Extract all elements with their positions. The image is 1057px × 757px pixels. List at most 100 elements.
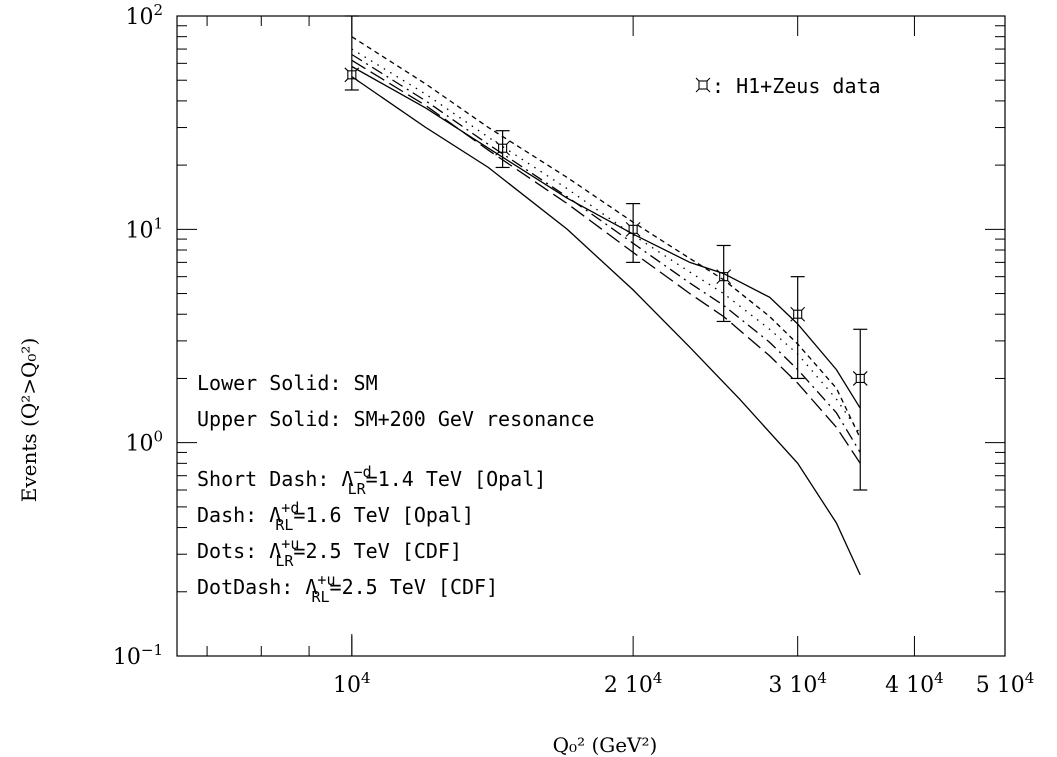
data-marker-box <box>628 224 638 234</box>
legend-entry: Dash: Λ+d RL=1.6 TeV [Opal] <box>197 499 474 534</box>
data-marker-spoke <box>625 221 630 226</box>
legend-entry: DotDash: Λ+u RL=2.5 TeV [CDF] <box>197 571 498 606</box>
x-tick-label-exp: 4 <box>817 669 827 687</box>
y-tick-label-exp: −1 <box>141 641 163 659</box>
y-tick-label: 102 <box>125 1 163 30</box>
legend-entry-sub: LR <box>348 480 367 498</box>
model-curves <box>351 36 861 576</box>
legend-entry-sub: LR <box>275 552 294 570</box>
legend-data-marker <box>695 77 711 93</box>
legend-entry-sub: RL <box>311 588 329 606</box>
data-marker <box>495 140 511 156</box>
legend-entry-sup: +d <box>281 499 299 517</box>
data-point <box>625 203 641 263</box>
legend-entry-post: =1.4 TeV [Opal] <box>366 467 547 491</box>
legend-entry: Short Dash: Λ−d LR=1.4 TeV [Opal] <box>197 463 546 498</box>
legend-entry-sup: +u <box>317 571 335 589</box>
legend-data-marker-spoke <box>695 77 700 82</box>
legend-data-marker-spoke <box>695 88 700 93</box>
data-marker-spoke <box>625 232 630 237</box>
x-tick-label-base: 3 10 <box>768 673 817 698</box>
data-marker-spoke <box>852 382 857 386</box>
x-tick-label-base: 4 10 <box>885 673 934 698</box>
y-tick-label-exp: 2 <box>153 1 163 19</box>
legend-entry-post: =2.5 TeV [CDF] <box>293 539 462 563</box>
x-tick-label: 4 104 <box>885 669 944 698</box>
legend-data-marker-spoke <box>706 77 711 82</box>
series-line-shortdash-2 <box>351 36 861 439</box>
x-tick-label: 5 104 <box>976 669 1035 698</box>
data-marker-spoke <box>790 317 795 322</box>
legend-entry: Dots: Λ+u LR=2.5 TeV [CDF] <box>197 535 462 570</box>
axis-ticks <box>177 16 1006 657</box>
data-marker-spoke <box>790 306 795 311</box>
data-marker-spoke <box>506 151 511 156</box>
data-marker-box <box>793 309 803 319</box>
data-marker-spoke <box>636 232 641 237</box>
x-tick-label: 104 <box>333 669 371 698</box>
y-tick-label-base: 10 <box>125 218 153 243</box>
legend-entry-text: Short Dash: Λ <box>197 467 354 491</box>
x-tick-label-base: 5 10 <box>976 673 1025 698</box>
data-marker-spoke <box>355 78 360 83</box>
x-tick-label: 3 104 <box>768 669 827 698</box>
data-marker-spoke <box>495 151 500 156</box>
data-point <box>344 15 360 91</box>
legend-entry-sup: +u <box>281 535 299 553</box>
data-marker-spoke <box>495 140 500 145</box>
x-tick-label: 2 104 <box>604 669 663 698</box>
data-marker-spoke <box>863 371 868 375</box>
data-marker-box <box>498 143 508 153</box>
series-line-dots-4 <box>351 48 861 435</box>
x-tick-label-exp: 4 <box>934 669 944 687</box>
data-marker-spoke <box>801 317 806 322</box>
data-marker-spoke <box>636 221 641 226</box>
series-line-dotdash-5 <box>351 53 861 453</box>
data-marker-spoke <box>716 280 721 285</box>
x-tick-label-exp: 4 <box>361 669 371 687</box>
y-tick-label-exp: 0 <box>153 428 163 446</box>
y-tick-label: 101 <box>125 214 163 243</box>
legend-entry-text: DotDash: Λ <box>197 575 317 599</box>
series-line-solid-0 <box>351 76 861 576</box>
x-tick-label-exp: 4 <box>1025 669 1035 687</box>
series-line-dash-3 <box>351 59 861 464</box>
legend-entry-text: Upper Solid: SM+200 GeV resonance <box>197 407 594 431</box>
data-marker <box>790 306 806 322</box>
plot-frame <box>176 15 1006 657</box>
legend-entry-sup: −d <box>354 463 372 481</box>
data-marker-box <box>719 272 729 282</box>
legend-entry-text: Dash: Λ <box>197 503 281 527</box>
data-marker-spoke <box>355 67 360 72</box>
y-tick-label: 10−1 <box>113 641 163 670</box>
data-marker <box>625 221 641 237</box>
data-point <box>852 328 868 491</box>
y-tick-label-base: 10 <box>125 432 153 457</box>
data-marker-spoke <box>852 371 857 375</box>
data-marker-spoke <box>344 67 349 72</box>
legend-data-marker-box <box>698 80 708 90</box>
legend-entry-sub: RL <box>275 516 293 534</box>
x-tick-label-base: 2 10 <box>604 673 653 698</box>
data-marker-box <box>347 70 357 80</box>
y-tick-label-base: 10 <box>125 5 153 30</box>
legend-data-marker-spoke <box>706 88 711 93</box>
y-tick-label-exp: 1 <box>153 214 163 232</box>
data-marker-spoke <box>506 140 511 145</box>
data-marker-spoke <box>727 269 732 274</box>
x-tick-label-base: 10 <box>333 673 361 698</box>
y-axis-title: Events (Q²>Q₀²) <box>17 338 41 502</box>
data-marker-spoke <box>727 280 732 285</box>
legend-entry: Upper Solid: SM+200 GeV resonance <box>197 407 594 431</box>
legend: : H1+Zeus data Lower Solid: SM Upper Solid… <box>197 74 881 606</box>
data-marker-spoke <box>801 306 806 311</box>
y-tick-label-base: 10 <box>113 645 141 670</box>
data-point <box>495 130 511 169</box>
data-marker-spoke <box>716 269 721 274</box>
legend-entry-text: Lower Solid: SM <box>197 371 378 395</box>
legend-entry: Lower Solid: SM <box>197 371 378 395</box>
x-axis-title: Q₀² (GeV²) <box>553 733 658 757</box>
legend-entry-post: =2.5 TeV [CDF] <box>330 575 499 599</box>
